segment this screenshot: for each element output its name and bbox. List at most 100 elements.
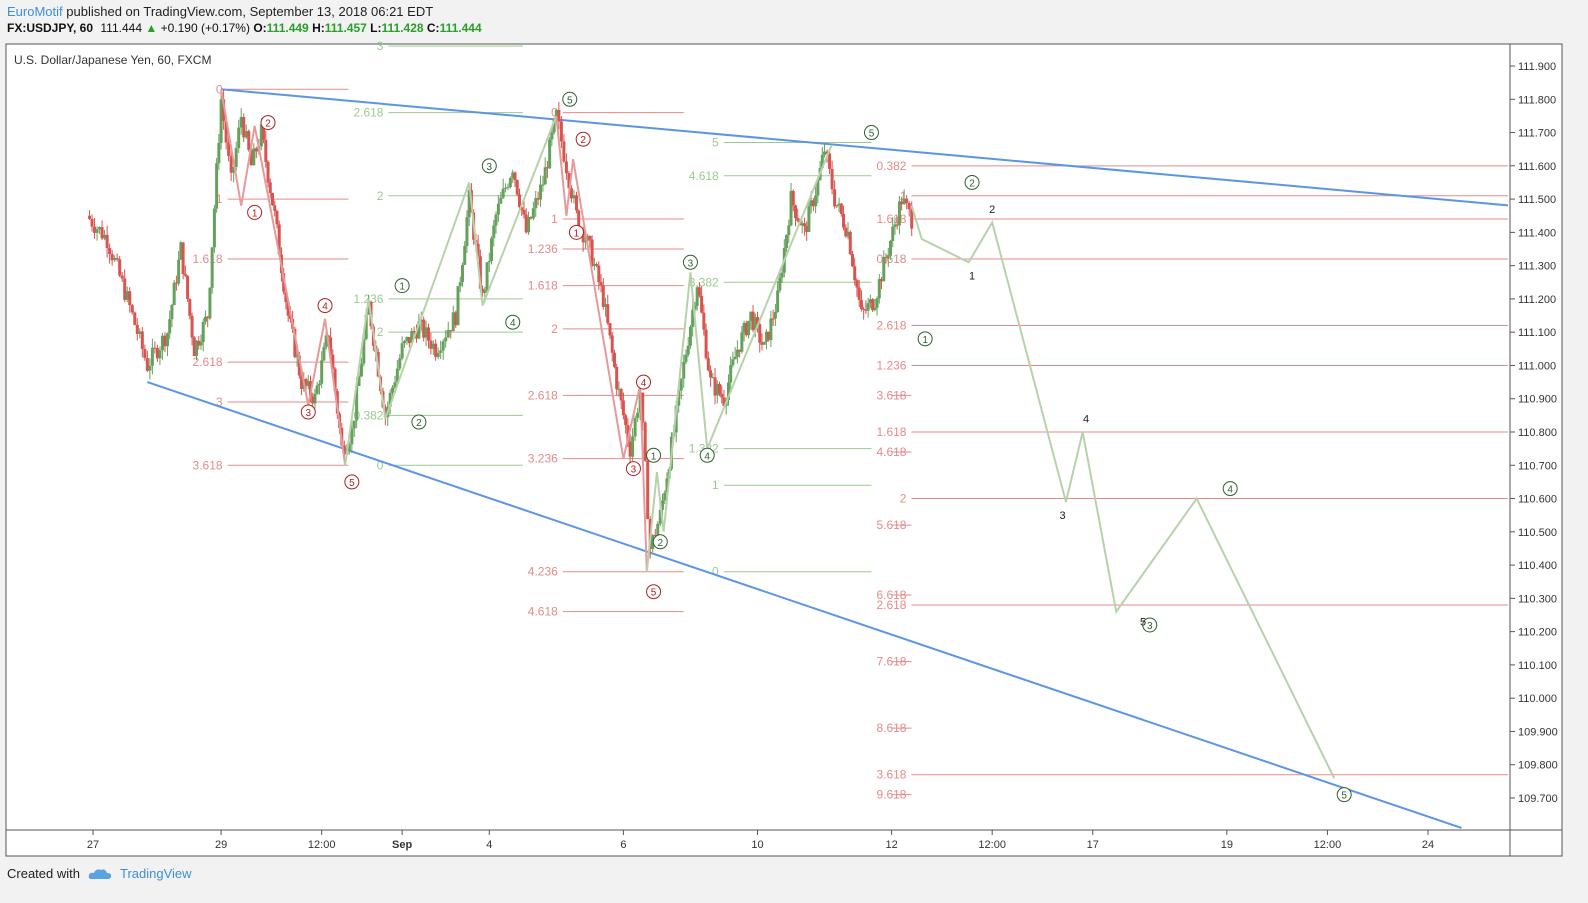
- candle-body: [567, 173, 571, 189]
- candle-body: [422, 319, 426, 338]
- candle-body: [120, 275, 124, 279]
- candle-body: [814, 195, 818, 207]
- chart-title: U.S. Dollar/Japanese Yen, 60, FXCM: [14, 53, 211, 67]
- candle-body: [483, 290, 487, 293]
- candle-body: [541, 184, 545, 186]
- candle-body: [604, 304, 608, 307]
- candle-body: [355, 385, 359, 421]
- candle-body: [733, 356, 737, 360]
- candle-body: [527, 217, 531, 233]
- candle-body: [412, 331, 416, 333]
- candle-body: [315, 385, 319, 394]
- candle-body: [531, 208, 535, 219]
- candle-body: [419, 319, 423, 322]
- candle-body: [183, 273, 187, 276]
- candle-body: [740, 332, 744, 352]
- wave-label-circle: [505, 314, 521, 330]
- candle-body: [410, 331, 414, 344]
- fib-level-label: 7.618: [876, 655, 906, 669]
- candle-body: [359, 363, 363, 377]
- candle-body: [691, 309, 695, 327]
- change-up-icon: ▲: [145, 21, 158, 35]
- candle-body: [181, 242, 185, 274]
- y-tick-label: 110.300: [1518, 593, 1557, 605]
- candle-body: [574, 195, 578, 211]
- wave-label-circle: [394, 278, 410, 294]
- candle-body: [590, 239, 594, 266]
- open-value: 111.449: [266, 21, 309, 35]
- candle-body: [284, 291, 288, 303]
- candle-body: [744, 322, 748, 336]
- candle-body: [702, 312, 706, 330]
- candle-body: [501, 188, 505, 198]
- y-tick-label: 110.700: [1518, 460, 1557, 472]
- wave-label: 1: [574, 228, 580, 239]
- candle-body: [857, 287, 861, 300]
- x-tick-label: 17: [1087, 839, 1099, 851]
- candle-body: [128, 291, 132, 306]
- y-tick-label: 110.100: [1518, 660, 1557, 672]
- y-tick-label: 111.400: [1518, 227, 1556, 239]
- candle-body: [747, 320, 751, 336]
- candle-body: [862, 308, 866, 310]
- tradingview-link[interactable]: TradingView: [119, 866, 192, 881]
- wave-path: [555, 115, 648, 572]
- fib-level-label: 2.618: [876, 598, 906, 612]
- candle-body: [118, 259, 122, 276]
- open-label: O:: [253, 21, 267, 35]
- candle-body: [704, 329, 708, 359]
- candle-body: [434, 343, 438, 357]
- author-link[interactable]: EuroMotif: [7, 4, 63, 19]
- candle-body: [140, 331, 144, 349]
- wave-label-circle: [625, 461, 641, 477]
- candle-body: [835, 204, 839, 207]
- candle-body: [188, 299, 192, 316]
- wave-label: 4: [322, 302, 328, 313]
- fib-level-label: 1.618: [876, 212, 906, 226]
- candle-body: [663, 492, 667, 501]
- x-tick-label: 12:00: [1314, 839, 1342, 851]
- candle-body: [805, 226, 809, 232]
- candle-body: [444, 337, 448, 342]
- price-chart[interactable]: U.S. Dollar/Japanese Yen, 60, FXCM 0 1 1.6…: [0, 38, 1588, 868]
- candle-body: [499, 197, 503, 204]
- y-tick-label: 110.200: [1518, 627, 1557, 639]
- high-label: H:: [312, 21, 325, 35]
- candle-body: [456, 286, 460, 326]
- fib-level-label: 0.382: [876, 159, 906, 173]
- x-tick-label: 19: [1221, 839, 1233, 851]
- candle-body: [439, 350, 443, 353]
- y-tick-label: 111.800: [1518, 94, 1556, 106]
- candle-body: [665, 478, 669, 493]
- trendline-lower: [147, 381, 1462, 829]
- candle-body: [264, 139, 268, 162]
- wave-label: 5: [869, 129, 875, 140]
- fib-level-label: 0.382: [353, 408, 383, 422]
- wave-label-circle: [1336, 787, 1352, 803]
- candle-body: [628, 441, 632, 457]
- candle-body: [158, 350, 162, 359]
- candle-body: [367, 301, 371, 315]
- wave-label: 2: [580, 135, 586, 146]
- candle-body: [559, 121, 563, 142]
- candle-body: [606, 304, 610, 324]
- projection-wave-label: 2: [989, 204, 995, 216]
- candle-body: [271, 192, 275, 206]
- candle-body: [195, 340, 199, 357]
- candle-body: [391, 387, 395, 393]
- fib-level-label: 8.618: [876, 721, 906, 735]
- candle-body: [636, 412, 640, 418]
- candle-body: [769, 318, 773, 341]
- candle-body: [684, 354, 688, 362]
- y-tick-label: 111.700: [1518, 128, 1556, 140]
- candle-body: [210, 247, 214, 288]
- candle-body: [467, 190, 471, 218]
- y-tick-label: 111.900: [1518, 61, 1556, 73]
- candle-body: [247, 131, 251, 150]
- fib-level-label: 4.236: [528, 565, 558, 579]
- wave-label: 4: [704, 451, 710, 462]
- candle-body: [866, 303, 870, 311]
- tradingview-cloud-icon: [88, 868, 112, 879]
- candle-body: [902, 198, 906, 205]
- candle-body: [823, 151, 827, 155]
